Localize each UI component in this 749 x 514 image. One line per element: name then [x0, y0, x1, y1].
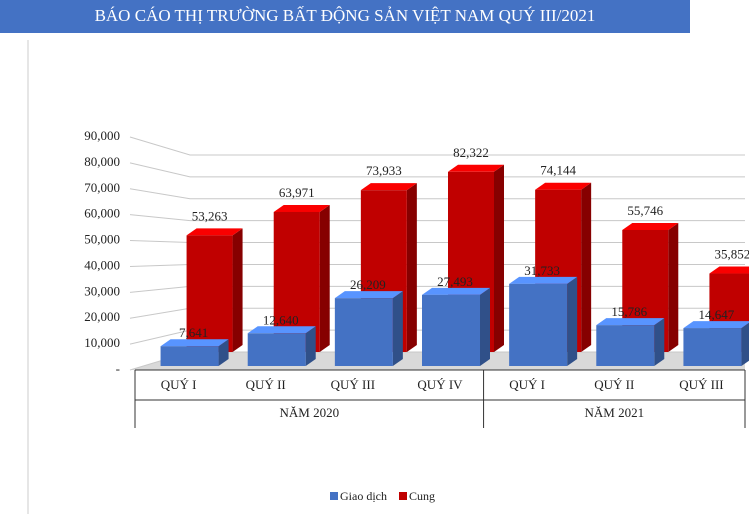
grid-line	[129, 136, 745, 156]
bar-side	[392, 291, 403, 366]
bar-top	[247, 326, 316, 334]
bar-top	[273, 204, 330, 212]
bar-side	[218, 339, 229, 366]
value-label: 7,641	[179, 325, 208, 340]
x-tick-label: QUÝ I	[509, 377, 545, 392]
bar-side	[668, 222, 679, 352]
value-label: 74,144	[540, 163, 576, 178]
bar	[509, 276, 578, 366]
value-label: 82,322	[453, 145, 489, 160]
y-tick-label: -	[116, 361, 120, 376]
bar-side	[232, 228, 243, 352]
bar-front	[422, 294, 480, 366]
header-band	[0, 0, 690, 33]
value-label: 14,647	[699, 307, 735, 322]
bar-top	[360, 183, 417, 191]
value-label: 63,971	[279, 185, 315, 200]
bar-side	[741, 322, 749, 366]
bar-side	[567, 276, 578, 366]
bar	[422, 287, 490, 366]
bar-front	[334, 298, 393, 366]
bar-top	[622, 222, 679, 230]
bar-front	[683, 328, 742, 366]
bar-front	[509, 283, 568, 366]
value-label: 73,933	[366, 163, 402, 178]
legend-swatch	[330, 492, 338, 500]
bar-side	[654, 318, 665, 366]
bar	[186, 228, 243, 352]
bar-side	[494, 164, 504, 352]
x-tick-label: QUÝ III	[331, 377, 375, 392]
value-label: 12,640	[263, 312, 299, 327]
bar-side	[319, 204, 330, 352]
bar-top	[422, 287, 490, 295]
y-tick-label: 20,000	[84, 309, 120, 324]
bar-top	[535, 182, 592, 190]
y-tick-label: 30,000	[84, 283, 120, 298]
bar	[334, 291, 403, 366]
grid-line	[129, 188, 745, 200]
y-tick-label: 50,000	[84, 232, 120, 247]
bar-front	[186, 235, 233, 352]
grid-line	[129, 162, 745, 178]
chart-title: BÁO CÁO THỊ TRƯỜNG BẤT ĐỘNG SẢN VIỆT NAM…	[95, 6, 596, 25]
value-label: 26,209	[350, 277, 386, 292]
bar-side	[480, 287, 490, 366]
bar	[683, 321, 749, 366]
group-label: NĂM 2021	[584, 405, 644, 420]
bar-front	[247, 333, 306, 366]
y-tick-label: 60,000	[84, 206, 120, 221]
x-tick-label: QUÝ III	[679, 377, 723, 392]
bar-top	[334, 291, 403, 299]
bar-top	[160, 339, 229, 347]
value-label: 15,786	[611, 304, 647, 319]
y-tick-label: 70,000	[84, 180, 120, 195]
x-tick-label: QUÝ II	[594, 377, 634, 392]
bar	[247, 326, 316, 366]
bar-top	[186, 228, 243, 236]
y-tick-label: 90,000	[84, 128, 120, 143]
legend-swatch	[399, 492, 407, 500]
value-label: 35,852	[715, 247, 749, 262]
y-tick-label: 10,000	[84, 335, 120, 350]
value-label: 55,746	[627, 203, 663, 218]
y-tick-label: 80,000	[84, 154, 120, 169]
bar-top	[709, 266, 749, 274]
bar-side	[305, 326, 316, 366]
bar-side	[406, 183, 417, 352]
y-tick-label: 40,000	[84, 257, 120, 272]
bar	[596, 318, 665, 366]
value-label: 31,733	[524, 263, 560, 278]
bar-side	[581, 182, 592, 352]
bar	[160, 339, 229, 366]
value-label: 53,263	[192, 208, 228, 223]
bar-top	[596, 318, 665, 326]
bar-top	[683, 321, 749, 329]
bar-front	[596, 325, 655, 366]
legend-label: Giao dịch	[340, 489, 387, 503]
x-tick-label: QUÝ IV	[417, 377, 463, 392]
bar-top	[448, 164, 504, 172]
group-label: NĂM 2020	[279, 405, 339, 420]
x-tick-label: QUÝ I	[161, 377, 197, 392]
bar-top	[509, 276, 578, 284]
legend-label: Cung	[409, 489, 435, 503]
bar-front	[160, 346, 219, 366]
value-label: 27,493	[437, 274, 473, 289]
x-tick-label: QUÝ II	[246, 377, 286, 392]
